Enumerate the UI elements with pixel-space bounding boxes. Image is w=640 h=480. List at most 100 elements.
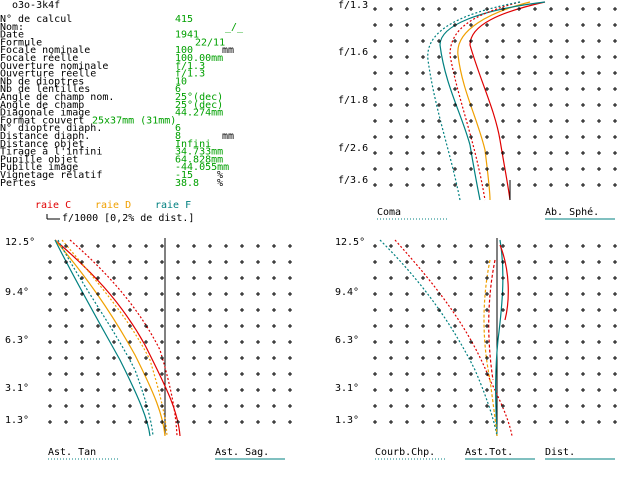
grid-plus	[533, 388, 537, 392]
grid-plus	[533, 71, 537, 75]
grid-plus	[549, 55, 553, 59]
grid-plus	[405, 87, 409, 91]
grid-plus	[597, 119, 601, 123]
grid-plus	[272, 276, 276, 280]
grid-plus	[288, 244, 292, 248]
grid-plus	[144, 308, 148, 312]
grid-plus	[437, 23, 441, 27]
grid-plus	[256, 292, 260, 296]
grid-plus	[581, 167, 585, 171]
grid-plus	[96, 340, 100, 344]
grid-plus	[240, 276, 244, 280]
grid-plus	[421, 356, 425, 360]
grid-plus	[208, 244, 212, 248]
grid-plus	[288, 292, 292, 296]
grid-plus	[421, 308, 425, 312]
grid-plus	[533, 244, 537, 248]
grid-plus	[469, 308, 473, 312]
grid-plus	[501, 183, 505, 187]
grid-plus	[405, 103, 409, 107]
grid-plus	[48, 260, 52, 264]
grid-plus	[192, 404, 196, 408]
grid-plus	[517, 135, 521, 139]
grid-plus	[224, 324, 228, 328]
grid-plus	[272, 372, 276, 376]
grid-plus	[485, 151, 489, 155]
grid-plus	[581, 39, 585, 43]
y-label: f/3.6	[338, 175, 368, 186]
grid-plus	[112, 340, 116, 344]
grid-plus	[256, 356, 260, 360]
grid-plus	[144, 292, 148, 296]
spec-value: 415	[175, 14, 193, 25]
grid-plus	[144, 388, 148, 392]
grid-plus	[485, 404, 489, 408]
grid-plus	[565, 183, 569, 187]
grid-plus	[549, 23, 553, 27]
grid-plus	[48, 420, 52, 424]
grid-plus	[160, 340, 164, 344]
grid-plus	[565, 308, 569, 312]
grid-plus	[453, 244, 457, 248]
spec-label: N° de calcul	[0, 14, 72, 25]
spec-value: 44.274mm	[175, 108, 223, 119]
grid-plus	[64, 276, 68, 280]
grid-plus	[533, 404, 537, 408]
grid-plus	[96, 388, 100, 392]
y-label: 1.3°	[5, 415, 29, 426]
title: o3o-3k4f	[12, 0, 60, 11]
grid-plus	[256, 420, 260, 424]
y-label: f/1.8	[338, 95, 368, 106]
grid-plus	[80, 276, 84, 280]
grid-plus	[469, 135, 473, 139]
grid-plus	[565, 404, 569, 408]
grid-plus	[597, 244, 601, 248]
grid-plus	[453, 23, 457, 27]
grid-plus	[517, 7, 521, 11]
grid-plus	[597, 308, 601, 312]
grid-plus	[485, 7, 489, 11]
grid-plus	[581, 388, 585, 392]
grid-plus	[160, 404, 164, 408]
grid-plus	[453, 276, 457, 280]
grid-plus	[613, 183, 617, 187]
grid-plus	[192, 324, 196, 328]
grid-plus	[288, 404, 292, 408]
grid-plus	[405, 244, 409, 248]
grid-plus	[256, 276, 260, 280]
grid-plus	[64, 260, 68, 264]
y-label: 3.1°	[335, 383, 359, 394]
grid-plus	[469, 7, 473, 11]
grid-plus	[288, 324, 292, 328]
grid-plus	[256, 340, 260, 344]
legend-item: raie C	[35, 200, 71, 211]
grid-plus	[160, 372, 164, 376]
grid-plus	[453, 167, 457, 171]
grid-plus	[533, 23, 537, 27]
grid-plus	[256, 308, 260, 312]
grid-plus	[176, 340, 180, 344]
grid-plus	[517, 39, 521, 43]
grid-plus	[469, 276, 473, 280]
grid-plus	[597, 276, 601, 280]
grid-plus	[469, 388, 473, 392]
grid-plus	[405, 356, 409, 360]
grid-plus	[389, 420, 393, 424]
grid-plus	[112, 260, 116, 264]
grid-plus	[192, 260, 196, 264]
spec-label: Focale réelle	[0, 52, 78, 64]
grid-plus	[112, 276, 116, 280]
grid-plus	[80, 372, 84, 376]
spec-value: 64.828mm	[175, 154, 223, 165]
grid-plus	[389, 183, 393, 187]
grid-plus	[208, 260, 212, 264]
grid-plus	[405, 388, 409, 392]
grid-plus	[517, 388, 521, 392]
grid-plus	[421, 324, 425, 328]
grid-plus	[549, 167, 553, 171]
grid-plus	[469, 87, 473, 91]
grid-plus	[597, 356, 601, 360]
grid-plus	[389, 151, 393, 155]
grid-plus	[453, 183, 457, 187]
spec-label: Format couvert	[0, 115, 84, 126]
